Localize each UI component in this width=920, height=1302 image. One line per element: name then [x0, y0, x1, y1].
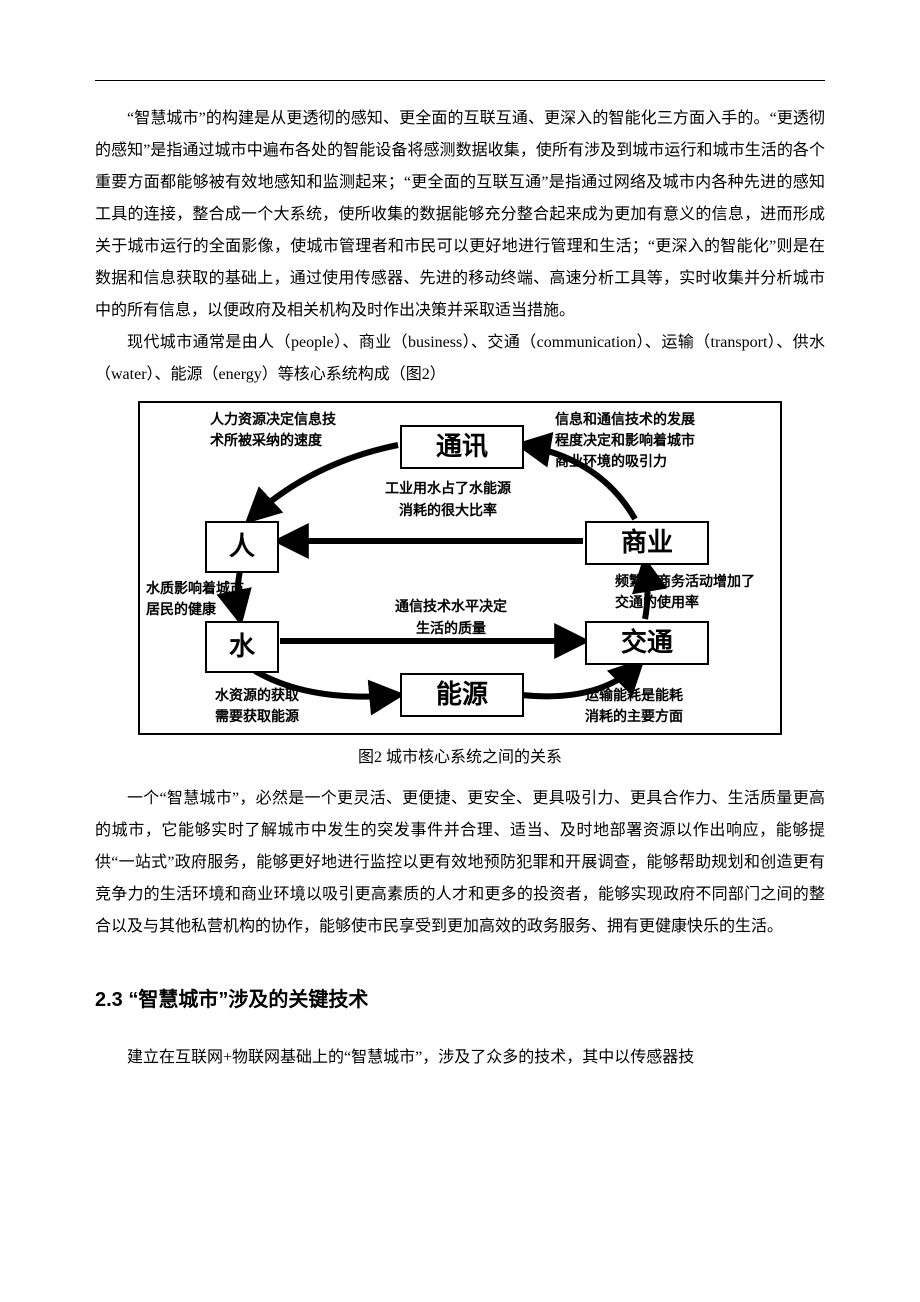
node-energy: 能源 — [400, 673, 524, 717]
section-number: 2.3 — [95, 989, 123, 1011]
page: “智慧城市”的构建是从更透彻的感知、更全面的互联互通、更深入的智能化三方面入手的… — [0, 0, 920, 1302]
paragraph-2: 现代城市通常是由人（people）、商业（business）、交通（commun… — [95, 327, 825, 391]
node-comm: 通讯 — [400, 425, 524, 469]
paragraph-1: “智慧城市”的构建是从更透彻的感知、更全面的互联互通、更深入的智能化三方面入手的… — [95, 103, 825, 327]
ann-top-left: 人力资源决定信息技 术所被采纳的速度 — [210, 409, 336, 451]
node-biz: 商业 — [585, 521, 709, 565]
node-water: 水 — [205, 621, 279, 673]
ann-top-right: 信息和通信技术的发展 程度决定和影响着城市 商业环境的吸引力 — [555, 409, 695, 472]
node-people: 人 — [205, 521, 279, 573]
ann-right: 频繁的商务活动增加了 交通的使用率 — [615, 571, 755, 613]
top-rule — [95, 80, 825, 81]
ann-mid-lower: 通信技术水平决定 生活的质量 — [395, 595, 507, 640]
paragraph-4: 建立在互联网+物联网基础上的“智慧城市”，涉及了众多的技术，其中以传感器技 — [95, 1042, 825, 1074]
figure-2-caption: 图2 城市核心系统之间的关系 — [95, 743, 825, 767]
ann-mid-upper: 工业用水占了水能源 消耗的很大比率 — [385, 477, 511, 522]
ann-left: 水质影响着城市 居民的健康 — [146, 578, 244, 620]
ann-bot-left: 水资源的获取 需要获取能源 — [215, 685, 299, 727]
section-title: “智慧城市”涉及的关键技术 — [128, 989, 368, 1011]
figure-2-diagram: 通讯 人 商业 水 交通 能源 人力资源决定信息技 术所被采纳的速度 信息和通信… — [138, 401, 782, 735]
node-traffic: 交通 — [585, 621, 709, 665]
paragraph-3: 一个“智慧城市”，必然是一个更灵活、更便捷、更安全、更具吸引力、更具合作力、生活… — [95, 783, 825, 943]
section-2-3-heading: 2.3 “智慧城市”涉及的关键技术 — [95, 983, 825, 1012]
ann-bot-right: 运输能耗是能耗 消耗的主要方面 — [585, 685, 683, 727]
